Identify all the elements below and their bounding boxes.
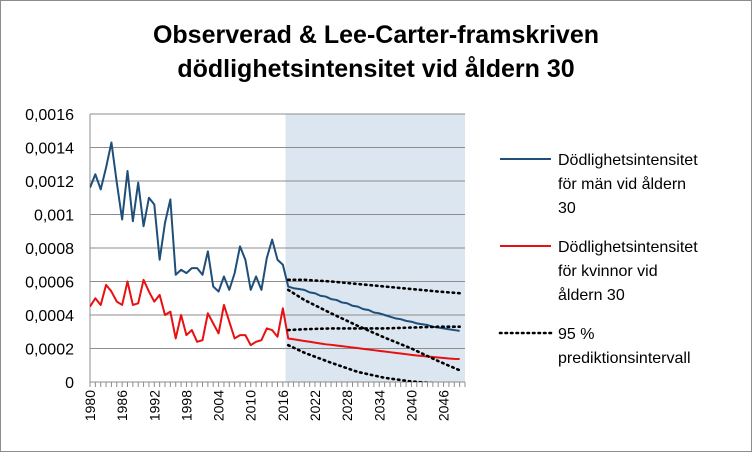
series-line-men	[90, 141, 460, 332]
y-tick-label: 0,0012	[25, 174, 74, 191]
y-tick-label: 0,0014	[25, 141, 74, 158]
x-tick-label: 2010	[243, 390, 259, 421]
y-tick-label: 0,0002	[25, 342, 74, 359]
x-tick-label: 2040	[403, 390, 419, 421]
prediction-interval-line	[286, 288, 461, 372]
x-tick-label: 2034	[371, 390, 387, 421]
x-tick-label: 1992	[146, 390, 162, 421]
x-tick-label: 2028	[339, 390, 355, 421]
x-tick-label: 2016	[275, 390, 291, 421]
legend-label: Dödlighetsintensitet	[558, 239, 698, 256]
y-tick-label: 0,0006	[25, 275, 74, 292]
legend-label: åldern 30	[558, 286, 625, 304]
legend-label: 95 %	[558, 326, 594, 343]
x-tick-label: 1980	[82, 390, 98, 421]
x-tick-label: 2004	[211, 390, 227, 421]
chart-title: Observerad & Lee-Carter-framskriven dödl…	[0, 18, 752, 86]
legend-label: Dödlighetsintensitet	[558, 152, 698, 169]
y-tick-label: 0	[65, 375, 74, 392]
chart-title-line-2: dödlighetsintensitet vid åldern 30	[177, 55, 575, 83]
x-tick-label: 1986	[114, 390, 130, 421]
legend-label: prediktionsintervall	[558, 350, 691, 367]
chart-title-line-1: Observerad & Lee-Carter-framskriven	[152, 21, 600, 49]
prediction-interval-line	[286, 278, 461, 295]
prediction-interval-line	[286, 325, 461, 332]
series-line-women	[90, 278, 460, 361]
y-tick-label: 0,001	[34, 208, 74, 225]
x-tick-label: 1998	[178, 390, 194, 421]
y-tick-label: 0,0008	[25, 241, 74, 258]
legend-label: för kvinnor vid	[558, 263, 658, 280]
prediction-interval-line	[286, 343, 434, 382]
x-tick-label: 2022	[307, 390, 323, 421]
legend-label: för män vid åldern	[558, 175, 686, 193]
legend-label: 30	[558, 200, 576, 217]
y-tick-label: 0,0004	[25, 308, 74, 325]
x-tick-label: 2046	[436, 390, 452, 421]
y-tick-label: 0,0016	[25, 107, 74, 124]
